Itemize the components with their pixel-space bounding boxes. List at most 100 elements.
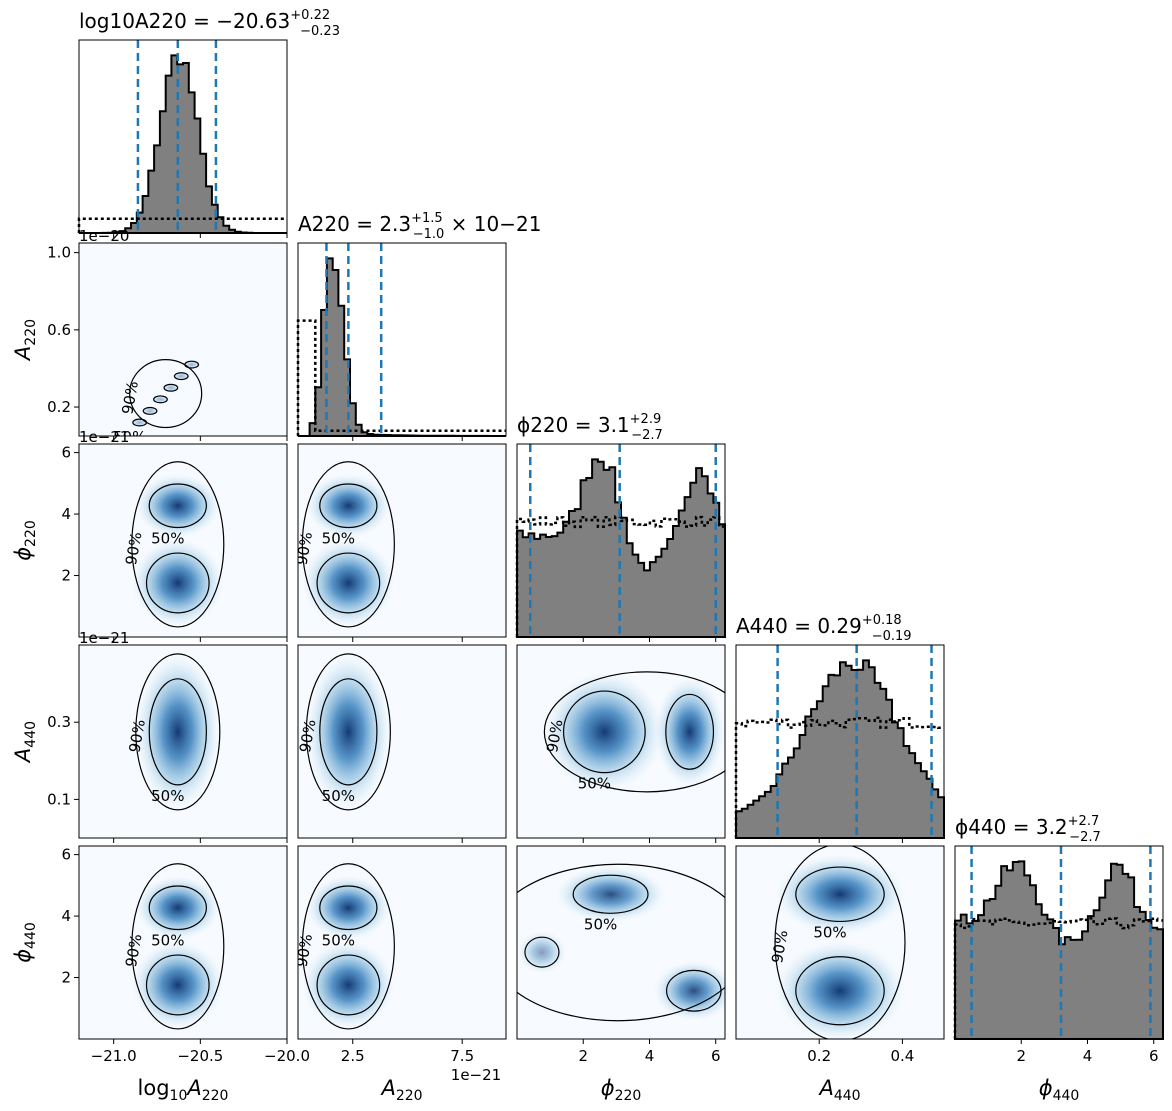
contour-label-50: 50% bbox=[322, 932, 355, 950]
panel-frame bbox=[78, 845, 288, 1040]
density-panel-phi220-A440: 50% 90% bbox=[516, 644, 726, 843]
panel-frame bbox=[735, 845, 945, 1040]
density-blob-0 bbox=[135, 653, 220, 810]
contour-50 bbox=[524, 936, 560, 968]
contour-90 bbox=[305, 653, 391, 811]
y-axis-label-A220: A220 bbox=[11, 319, 39, 362]
panel-frame bbox=[516, 644, 726, 839]
contour-50 bbox=[145, 954, 210, 1016]
density-blob-1 bbox=[302, 940, 395, 1029]
y-tick-label: 0.3 bbox=[47, 713, 71, 731]
contour-label-50: 50% bbox=[578, 775, 611, 793]
density-blobs: 50%90% bbox=[293, 461, 395, 628]
x-axis-label-phi220: ϕ220 bbox=[601, 1076, 642, 1104]
x-tick-label: −20.5 bbox=[177, 1047, 223, 1065]
contour-label-50: 50% bbox=[151, 932, 184, 950]
contour-90 bbox=[543, 671, 725, 793]
contour-50 bbox=[316, 552, 381, 614]
contour-90 bbox=[301, 461, 395, 628]
contour-50 bbox=[163, 383, 179, 392]
density-blob-1 bbox=[131, 538, 224, 627]
density-panel-log10A220-A440: 50% 90% 0.3 0.1 1e−21 bbox=[47, 629, 288, 843]
contour-50 bbox=[148, 885, 207, 931]
density-blob-0 bbox=[555, 866, 666, 923]
hist-panel-phi220: ϕ220 = 3.1+2.9 −2.7 bbox=[515, 412, 726, 642]
contour-label-90: 90% bbox=[293, 531, 317, 567]
density-blob-0 bbox=[775, 854, 905, 935]
prior-histogram bbox=[953, 917, 1163, 1039]
density-blobs: 50%90% bbox=[517, 863, 725, 1022]
panel-frame bbox=[516, 443, 726, 638]
contour-label-90: 90% bbox=[125, 718, 149, 754]
density-blob-2 bbox=[517, 930, 567, 975]
hist-panel-A440: A440 = 0.29+0.18 −0.19 bbox=[734, 613, 945, 843]
y-axis-label-phi220: ϕ220 bbox=[11, 520, 39, 561]
y-tick-label: 4 bbox=[61, 907, 71, 925]
x-tick-label: 2.5 bbox=[341, 1047, 365, 1065]
y-tick-label: 0.2 bbox=[47, 398, 71, 416]
density-blob-0 bbox=[135, 473, 220, 538]
hist-panel-A220: A220 = 2.3+1.5 −1.0 × 10−21 bbox=[296, 211, 541, 441]
y-tick-label: 6 bbox=[61, 846, 71, 864]
panel-title-phi440: ϕ440 = 3.2+2.7 −2.7 bbox=[955, 814, 1101, 845]
hist-panel-log10A220: log10A220 = −20.63+0.22 −0.23 bbox=[77, 8, 340, 238]
y-tick-label: 2 bbox=[61, 567, 71, 585]
density-panel-A220-phi220: 50% 90% bbox=[293, 443, 507, 642]
contour-label-50: 50% bbox=[584, 915, 617, 933]
x-tick-label: 0.4 bbox=[890, 1047, 914, 1065]
y-tick-label: 4 bbox=[61, 505, 71, 523]
panel-frame bbox=[78, 242, 288, 437]
histogram-bars bbox=[735, 659, 945, 839]
density-blob-0 bbox=[306, 875, 391, 940]
x-tick-label: 7.5 bbox=[450, 1047, 474, 1065]
contour-50 bbox=[142, 406, 158, 415]
density-blobs: 50%90% bbox=[543, 671, 725, 793]
contour-90 bbox=[129, 358, 203, 429]
hist-panel-phi440: ϕ440 = 3.2+2.7 −2.7 2 4 6 bbox=[953, 814, 1164, 1065]
contour-50 bbox=[319, 483, 378, 529]
panel-frame bbox=[297, 845, 507, 1040]
panel-title-A220: A220 = 2.3+1.5 −1.0 × 10−21 bbox=[298, 211, 541, 242]
x-tick-label: 4 bbox=[1083, 1047, 1093, 1065]
x-tick-label: 0.2 bbox=[807, 1047, 831, 1065]
density-panel-log10A220-A220: 50% 90% 1.0 0.6 0.2 1e−20 bbox=[47, 227, 288, 446]
panel-frame bbox=[954, 845, 1164, 1040]
contour-90 bbox=[131, 863, 225, 1030]
density-blobs: 50% 90% bbox=[113, 358, 203, 446]
y-tick-label: 1.0 bbox=[47, 244, 71, 262]
y-axis-label-phi440: ϕ440 bbox=[11, 922, 39, 963]
contour-label-50: 50% bbox=[113, 428, 146, 446]
contour-90 bbox=[135, 653, 221, 811]
panel-frame bbox=[78, 644, 288, 839]
density-blobs: 50% 90% bbox=[125, 653, 221, 811]
contour-label-50: 50% bbox=[322, 787, 355, 805]
y-tick-label: 0.6 bbox=[47, 321, 71, 339]
contour-label-50: 50% bbox=[151, 787, 184, 805]
x-tick-label: 6 bbox=[1149, 1047, 1159, 1065]
contour-50 bbox=[153, 395, 168, 404]
panel-frame bbox=[297, 644, 507, 839]
density-blobs: 50% 90% bbox=[293, 863, 395, 1030]
x-tick-label: 6 bbox=[711, 1047, 721, 1065]
x-axis-label-phi440: ϕ440 bbox=[1039, 1076, 1080, 1104]
contour-50 bbox=[319, 678, 378, 786]
contour-90 bbox=[131, 461, 225, 628]
contour-label-90: 90% bbox=[118, 380, 142, 416]
panel-frame bbox=[297, 242, 507, 437]
contour-50 bbox=[665, 693, 715, 770]
contour-label-90: 90% bbox=[293, 933, 317, 969]
x-tick-label: 4 bbox=[645, 1047, 655, 1065]
density-blob-0 bbox=[306, 653, 391, 810]
density-blob-1 bbox=[654, 676, 725, 787]
x-offset-text: 1e−21 bbox=[451, 1066, 501, 1084]
contour-label-90: 90% bbox=[768, 929, 792, 965]
x-tick-label: 2 bbox=[578, 1047, 588, 1065]
density-panel-log10A220-phi220: 50% 90% 6 4 2 1e−21 bbox=[61, 428, 288, 642]
x-tick-label: 2 bbox=[1016, 1047, 1026, 1065]
x-tick-label: −20.0 bbox=[264, 1047, 310, 1065]
contour-50 bbox=[145, 552, 210, 614]
panel-title-phi220: ϕ220 = 3.1+2.9 −2.7 bbox=[517, 412, 663, 443]
panel-background bbox=[79, 243, 287, 436]
contour-label-90: 90% bbox=[122, 933, 146, 969]
contour-50 bbox=[173, 372, 189, 381]
